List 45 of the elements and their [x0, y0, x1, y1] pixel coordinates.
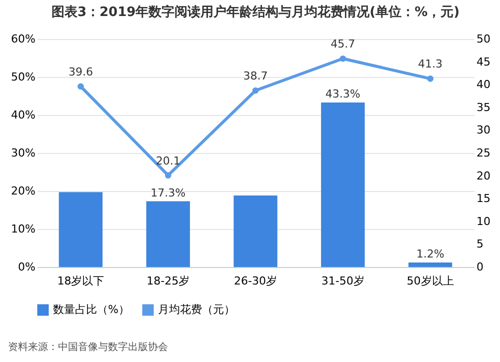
data-label: 43.3%	[325, 87, 360, 100]
x-tick-label: 18-25岁	[146, 274, 190, 288]
y2-tick-label: 45	[476, 55, 490, 68]
data-label: 45.7	[330, 38, 356, 51]
x-tick-label: 31-50岁	[321, 274, 364, 288]
y2-tick-label: 5	[476, 238, 484, 251]
chart-title: 图表3：2019年数字阅读用户年龄结构与月均花费情况(单位：%，元)	[51, 4, 460, 20]
y2-tick-label: 20	[476, 169, 490, 182]
y2-tick-label: 35	[476, 100, 490, 114]
y-tick-label: 40%	[11, 108, 36, 122]
y2-tick-label: 0	[476, 260, 484, 274]
point	[427, 76, 434, 82]
legend-label: 数量占比（%）	[53, 303, 130, 316]
x-tick-label: 26-30岁	[234, 274, 277, 288]
y2-tick-label: 50	[476, 32, 490, 46]
y2-tick-label: 30	[476, 124, 490, 137]
bar	[146, 201, 190, 267]
x-tick-label: 18岁以下	[57, 274, 104, 288]
y-tick-label: 0%	[18, 260, 36, 274]
y-tick-label: 60%	[11, 32, 36, 46]
point	[164, 172, 172, 178]
data-label: 1.2%	[416, 247, 444, 260]
bar	[58, 192, 103, 267]
bar	[321, 102, 365, 267]
y2-tick-label: 15	[476, 192, 490, 206]
y2-tick-label: 10	[476, 214, 490, 228]
y2-tick-label: 40	[476, 78, 490, 92]
data-label: 17.3%	[150, 186, 186, 200]
y-tick-label: 50%	[11, 70, 36, 84]
bar	[234, 196, 278, 267]
data-label: 38.7	[243, 70, 268, 83]
y-tick-label: 20%	[11, 184, 36, 198]
y-tick-label: 30%	[11, 146, 36, 160]
x-tick-label: 50岁以上	[406, 274, 454, 288]
data-label: 20.1	[156, 154, 180, 168]
y-tick-label: 10%	[11, 222, 36, 236]
legend-label: 月均花费（元）	[158, 303, 235, 316]
point	[252, 87, 259, 94]
data-label: 39.6	[68, 65, 93, 78]
point	[340, 55, 346, 62]
bar	[408, 262, 452, 267]
y2-tick-label: 25	[476, 146, 490, 160]
text: 资料来源：中国音像与数字出版协会	[8, 340, 169, 354]
data-label: 41.3	[418, 58, 443, 71]
point	[78, 83, 84, 90]
